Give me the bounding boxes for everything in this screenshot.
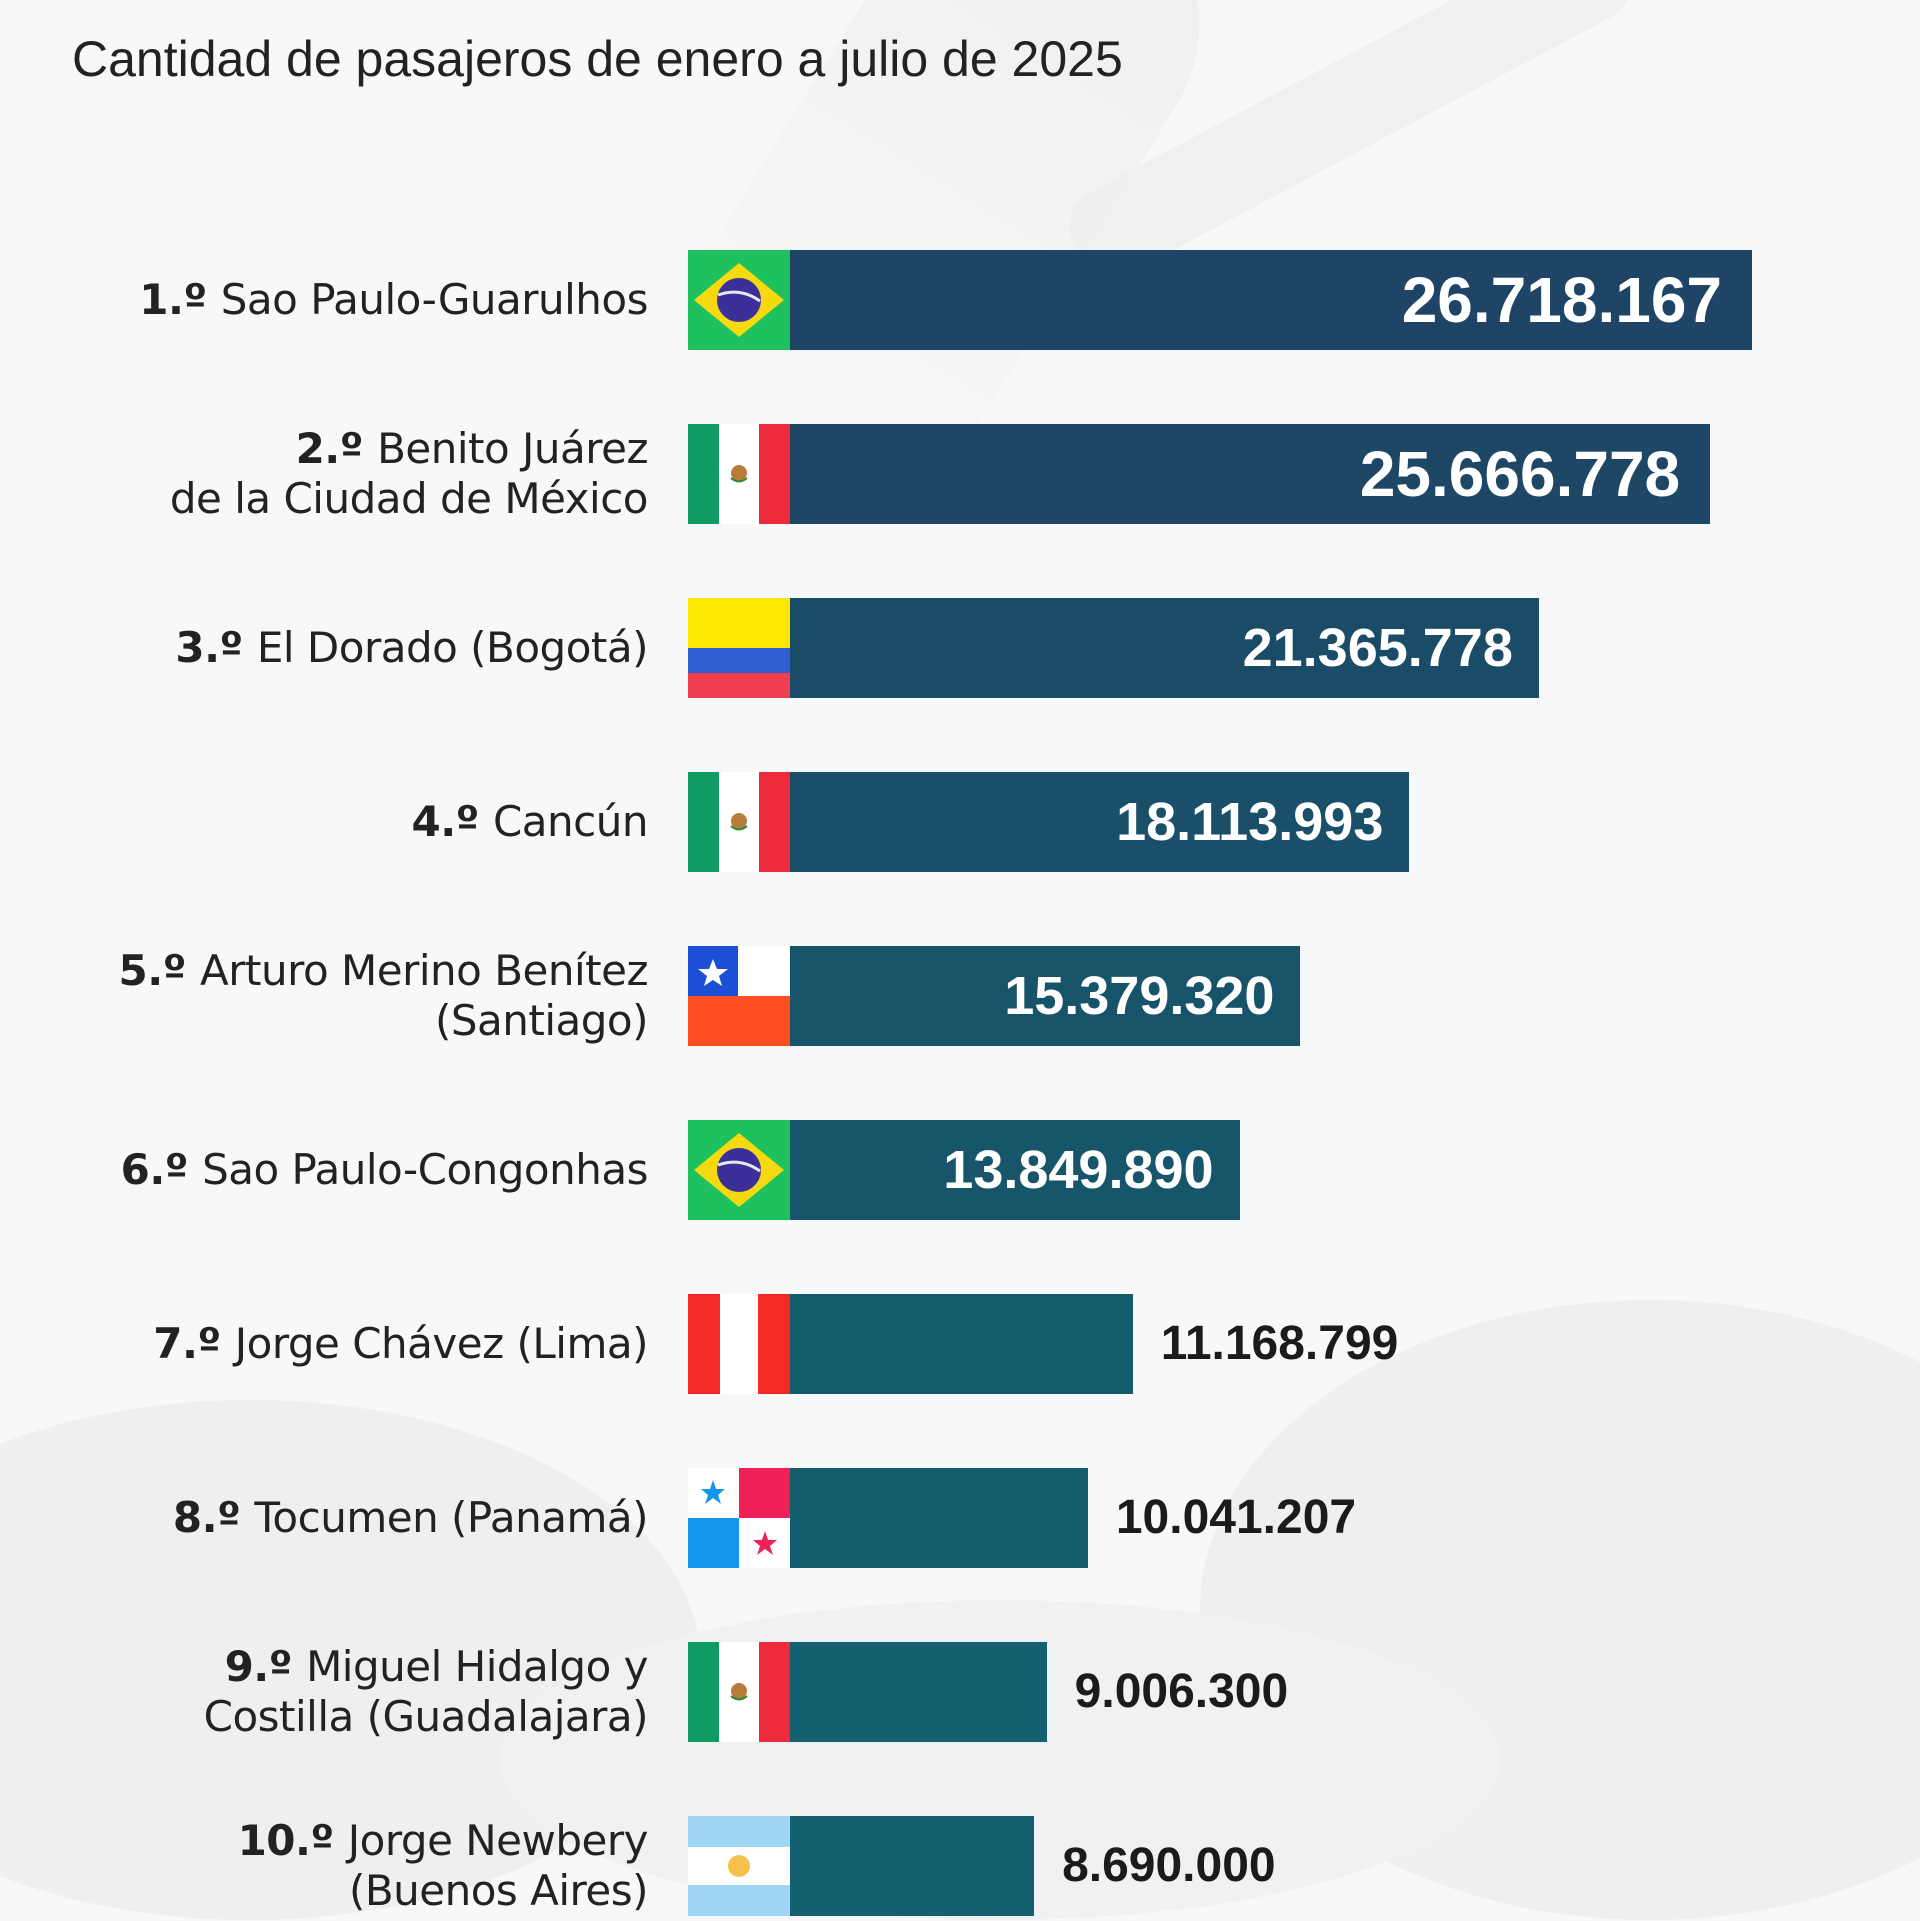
category-label-line: de la Ciudad de México xyxy=(169,474,649,524)
airport-name: Cancún xyxy=(492,797,649,846)
category-label-line: 2.º Benito Juárez xyxy=(295,424,649,474)
airport-name: Sao Paulo-Congonhas xyxy=(202,1145,648,1194)
bar-row: 4.º Cancún 18.113.993 xyxy=(0,772,1920,872)
category-label-line: 1.º Sao Paulo-Guarulhos xyxy=(139,275,648,325)
bar-row: 9.º Miguel Hidalgo y Costilla (Guadalajar… xyxy=(0,1642,1920,1742)
bar xyxy=(790,946,1301,1046)
bar xyxy=(790,598,1539,698)
data-label: 13.849.890 xyxy=(943,1140,1214,1200)
category-label-line: 6.º Sao Paulo-Congonhas xyxy=(120,1145,649,1195)
rank-label: 5.º xyxy=(118,946,201,995)
rank-label: 8.º xyxy=(172,1493,255,1542)
category-label-line: 3.º El Dorado (Bogotá) xyxy=(175,623,648,673)
mexico-flag-icon xyxy=(688,424,790,524)
data-label: 11.168.799 xyxy=(1160,1317,1399,1370)
bar-row: 10.º Jorge Newbery (Buenos Aires) 8.690.00… xyxy=(0,1816,1920,1916)
bar xyxy=(790,1816,1035,1916)
airport-name: El Dorado (Bogotá) xyxy=(256,623,649,672)
category-label: 1.º Sao Paulo-Guarulhos xyxy=(139,250,648,350)
bar xyxy=(790,424,1711,524)
category-label-line: 7.º Jorge Chávez (Lima) xyxy=(153,1319,648,1369)
category-label-line: 8.º Tocumen (Panamá) xyxy=(172,1493,649,1543)
bar-row: 7.º Jorge Chávez (Lima) 11.168.799 xyxy=(0,1294,1920,1394)
argentina-flag-icon xyxy=(688,1816,790,1916)
category-label-line: 4.º Cancún xyxy=(411,797,648,847)
bar-row: 3.º El Dorado (Bogotá) 21.365.778 xyxy=(0,598,1920,698)
airport-name: Tocumen (Panamá) xyxy=(254,1493,648,1542)
bar xyxy=(790,772,1410,872)
airport-name: de la Ciudad de México xyxy=(169,474,649,523)
brazil-flag-icon xyxy=(688,250,790,350)
category-label: 7.º Jorge Chávez (Lima) xyxy=(153,1294,648,1394)
airport-name: Jorge Chávez (Lima) xyxy=(234,1319,649,1368)
category-label-line: 9.º Miguel Hidalgo y xyxy=(224,1642,649,1692)
airport-name: Arturo Merino Benítez xyxy=(200,946,648,995)
category-label-line: (Buenos Aires) xyxy=(348,1866,649,1916)
rank-label: 10.º xyxy=(237,1816,348,1865)
bar xyxy=(790,1642,1047,1742)
mexico-flag-icon xyxy=(688,1642,790,1742)
airport-name: Miguel Hidalgo y xyxy=(306,1642,648,1691)
rank-label: 1.º xyxy=(139,275,221,324)
category-label: 2.º Benito Juárez de la Ciudad de México xyxy=(169,424,649,524)
bar-row: 2.º Benito Juárez de la Ciudad de México 2… xyxy=(0,424,1920,524)
airport-name: (Santiago) xyxy=(434,996,649,1045)
data-label: 8.690.000 xyxy=(1062,1839,1276,1892)
airport-name: Jorge Newbery xyxy=(347,1816,649,1865)
category-label-line: (Santiago) xyxy=(434,996,649,1046)
mexico-flag-icon xyxy=(688,772,790,872)
rank-label: 7.º xyxy=(153,1319,235,1368)
category-label: 10.º Jorge Newbery (Buenos Aires) xyxy=(237,1816,649,1916)
chile-flag-icon xyxy=(688,946,790,1046)
data-label: 15.379.320 xyxy=(1004,966,1275,1026)
bar-row: 5.º Arturo Merino Benítez (Santiago) 15.37… xyxy=(0,946,1920,1046)
category-label: 9.º Miguel Hidalgo y Costilla (Guadalajar… xyxy=(203,1642,649,1742)
rank-label: 6.º xyxy=(120,1145,203,1194)
data-label: 25.666.778 xyxy=(1359,438,1681,510)
data-label: 9.006.300 xyxy=(1074,1665,1289,1718)
bar xyxy=(790,250,1752,350)
airport-name: Benito Juárez xyxy=(377,424,648,473)
rank-label: 3.º xyxy=(175,623,257,672)
category-label: 6.º Sao Paulo-Congonhas xyxy=(120,1120,649,1220)
category-label: 3.º El Dorado (Bogotá) xyxy=(175,598,648,698)
category-label-line: Costilla (Guadalajara) xyxy=(203,1692,649,1742)
bar-row: 8.º Tocumen (Panamá) 10.041.207 xyxy=(0,1468,1920,1568)
data-label: 21.365.778 xyxy=(1242,618,1513,678)
rank-label: 2.º xyxy=(295,424,378,473)
category-label: 4.º Cancún xyxy=(411,772,648,872)
airport-name: Costilla (Guadalajara) xyxy=(203,1692,649,1741)
airport-name: (Buenos Aires) xyxy=(348,1866,649,1915)
data-label: 10.041.207 xyxy=(1115,1491,1357,1544)
chart-title: Cantidad de pasajeros de enero a julio d… xyxy=(72,31,1123,87)
category-label-line: 10.º Jorge Newbery xyxy=(237,1816,649,1866)
category-label: 5.º Arturo Merino Benítez (Santiago) xyxy=(118,946,649,1046)
bar-row: 1.º Sao Paulo-Guarulhos 26.718.167 xyxy=(0,250,1920,350)
rank-label: 4.º xyxy=(411,797,493,846)
bar xyxy=(790,1120,1240,1220)
colombia-flag-icon xyxy=(688,598,790,698)
brazil-flag-icon xyxy=(688,1120,790,1220)
bar xyxy=(790,1468,1088,1568)
data-label: 26.718.167 xyxy=(1401,264,1722,336)
bar-row: 6.º Sao Paulo-Congonhas 13.849.890 xyxy=(0,1120,1920,1220)
airport-name: Sao Paulo-Guarulhos xyxy=(220,275,649,324)
category-label-line: 5.º Arturo Merino Benítez xyxy=(118,946,649,996)
data-label: 18.113.993 xyxy=(1116,792,1384,852)
rank-label: 9.º xyxy=(224,1642,307,1691)
panama-flag-icon xyxy=(688,1468,790,1568)
peru-flag-icon xyxy=(688,1294,790,1394)
bar xyxy=(790,1294,1133,1394)
category-label: 8.º Tocumen (Panamá) xyxy=(172,1468,649,1568)
